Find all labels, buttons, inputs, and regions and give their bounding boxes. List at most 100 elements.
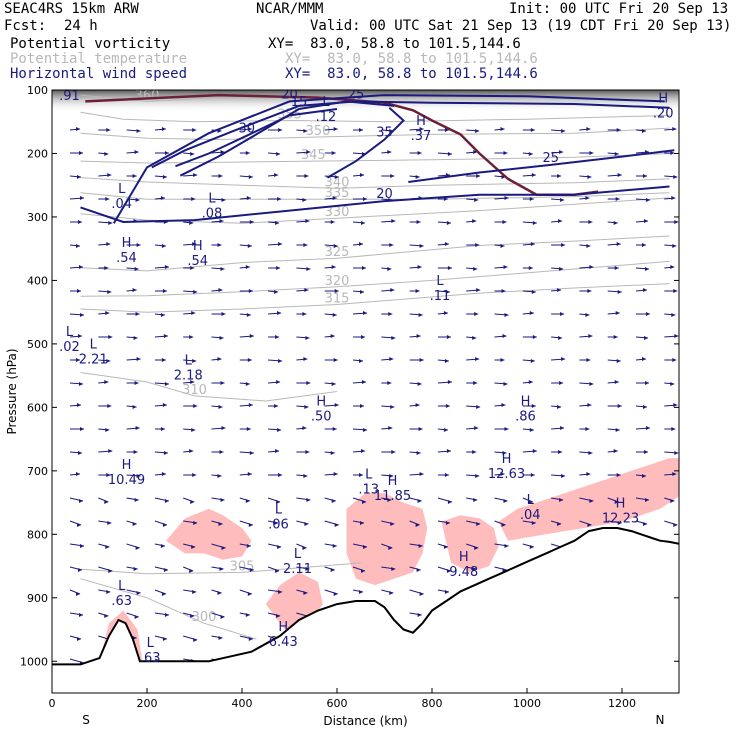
wind-arrow-head <box>561 474 566 478</box>
extremum-letter: L <box>118 579 126 594</box>
y-tick-label: 300 <box>27 211 48 224</box>
wind-arrow-head <box>333 358 338 362</box>
wind-arrow-head <box>529 311 534 315</box>
wind-arrow-head <box>670 265 675 269</box>
wind-arrow-head <box>136 129 141 133</box>
x-tick-label: 1000 <box>513 697 541 710</box>
wind-arrow-head <box>107 173 112 177</box>
wind-arrow-head <box>193 290 198 294</box>
wind-arrow-head <box>528 500 533 504</box>
wind-arrow-head <box>274 521 279 525</box>
wind-arrow-head <box>277 428 282 432</box>
wind-arrow-head <box>444 359 449 363</box>
wind-arrow-head <box>360 521 364 525</box>
x-end-label-left: S <box>82 713 90 727</box>
wind-arrow-head <box>643 288 647 292</box>
extremum-value: .02 <box>59 340 80 355</box>
wind-arrow-head <box>559 150 564 154</box>
wind-arrow-head <box>500 472 505 476</box>
wind-arrow-head <box>163 451 168 455</box>
wind-arrow-head <box>416 451 421 455</box>
wind-arrow-head <box>275 449 280 453</box>
wind-arrow-head <box>219 567 224 571</box>
wind-arrow-head <box>220 150 225 154</box>
wind-arrow-head <box>104 266 109 270</box>
wind-arrow-head <box>247 244 252 248</box>
wind-arrow-head <box>646 426 650 430</box>
extremum-value: .11 <box>430 289 451 304</box>
wind-arrow-head <box>589 265 594 269</box>
wind-arrow-head <box>219 219 224 223</box>
wind-arrow-head <box>417 382 422 386</box>
wind-arrow-head <box>220 381 225 385</box>
y-tick-label: 200 <box>27 147 48 160</box>
wind-arrow-head <box>304 288 309 292</box>
wind-arrow-head <box>557 288 562 292</box>
wind-arrow-head <box>391 567 396 571</box>
wind-arrow-head <box>416 568 421 572</box>
wind-arrow-head <box>219 336 224 340</box>
wind-arrow-head <box>106 359 111 363</box>
wind-arrow-head <box>588 334 593 338</box>
wind-arrow-head <box>672 358 677 362</box>
wind-arrow-head <box>614 500 619 504</box>
terrain-fill <box>52 528 679 693</box>
wind-arrow-head <box>473 381 478 385</box>
extremum-value: 6.43 <box>269 635 298 650</box>
wind-arrow-head <box>163 568 168 572</box>
theta-contour <box>80 235 670 272</box>
wind-arrow-head <box>561 129 566 133</box>
wind-arrow-head <box>586 358 591 362</box>
wind-arrow-head <box>76 358 80 362</box>
wind-arrow-head <box>388 426 393 430</box>
wind-arrow-head <box>360 290 364 294</box>
wind-arrow-head <box>588 451 593 455</box>
wind-arrow-head <box>415 289 420 293</box>
wind-arrow-head <box>672 472 677 476</box>
wind-arrow-head <box>389 474 394 478</box>
wind-arrow-head <box>245 265 250 269</box>
wind-arrow-head <box>189 449 194 453</box>
wind-arrow-head <box>191 197 196 201</box>
wind-arrow-head <box>191 311 196 315</box>
wind-arrow-head <box>587 403 592 407</box>
wind-arrow-head <box>388 312 393 316</box>
extremum-letter: L <box>66 325 74 340</box>
extremum-letter: L <box>208 192 216 207</box>
wind-arrow-head <box>501 403 506 407</box>
wind-arrow-head <box>362 380 366 384</box>
wind-speed-contour-label: 30 <box>238 122 255 137</box>
wind-arrow-head <box>473 498 478 502</box>
wind-arrow-head <box>445 404 450 408</box>
wind-arrow-head <box>192 473 197 477</box>
wind-arrow-head <box>673 175 678 179</box>
extremum-letter: L <box>66 74 74 89</box>
wind-arrow-head <box>532 221 537 225</box>
wind-arrow-head <box>334 175 339 179</box>
wind-arrow-head <box>586 127 591 131</box>
wind-arrow-head <box>390 522 395 526</box>
extremum-value: .54 <box>116 251 137 266</box>
wind-arrow-head <box>136 591 141 595</box>
wind-arrow-head <box>530 242 535 246</box>
wind-arrow-head <box>416 220 421 224</box>
wind-speed-contour <box>326 107 405 179</box>
wind-arrow-head <box>106 128 111 132</box>
extremum-letter: L <box>322 95 330 110</box>
wind-arrow-head <box>474 546 479 550</box>
wind-arrow-head <box>246 313 251 317</box>
theta-contour-label: 335 <box>325 186 350 201</box>
wind-arrow-head <box>387 498 392 502</box>
wind-arrow-head <box>277 197 282 201</box>
wind-arrow-head <box>362 500 366 504</box>
theta-contour-label: 300 <box>192 610 217 625</box>
extremum-letter: L <box>365 468 373 483</box>
wind-arrow-head <box>474 312 479 316</box>
wind-arrow-head <box>390 288 395 292</box>
init-time: Init: 00 UTC Fri 20 Sep 13 <box>509 1 729 17</box>
wind-arrow-head <box>161 472 166 476</box>
wind-arrow-head <box>247 592 252 596</box>
wind-arrow-head <box>589 151 594 155</box>
wind-arrow-head <box>276 500 281 504</box>
wind-arrow-head <box>674 220 679 224</box>
